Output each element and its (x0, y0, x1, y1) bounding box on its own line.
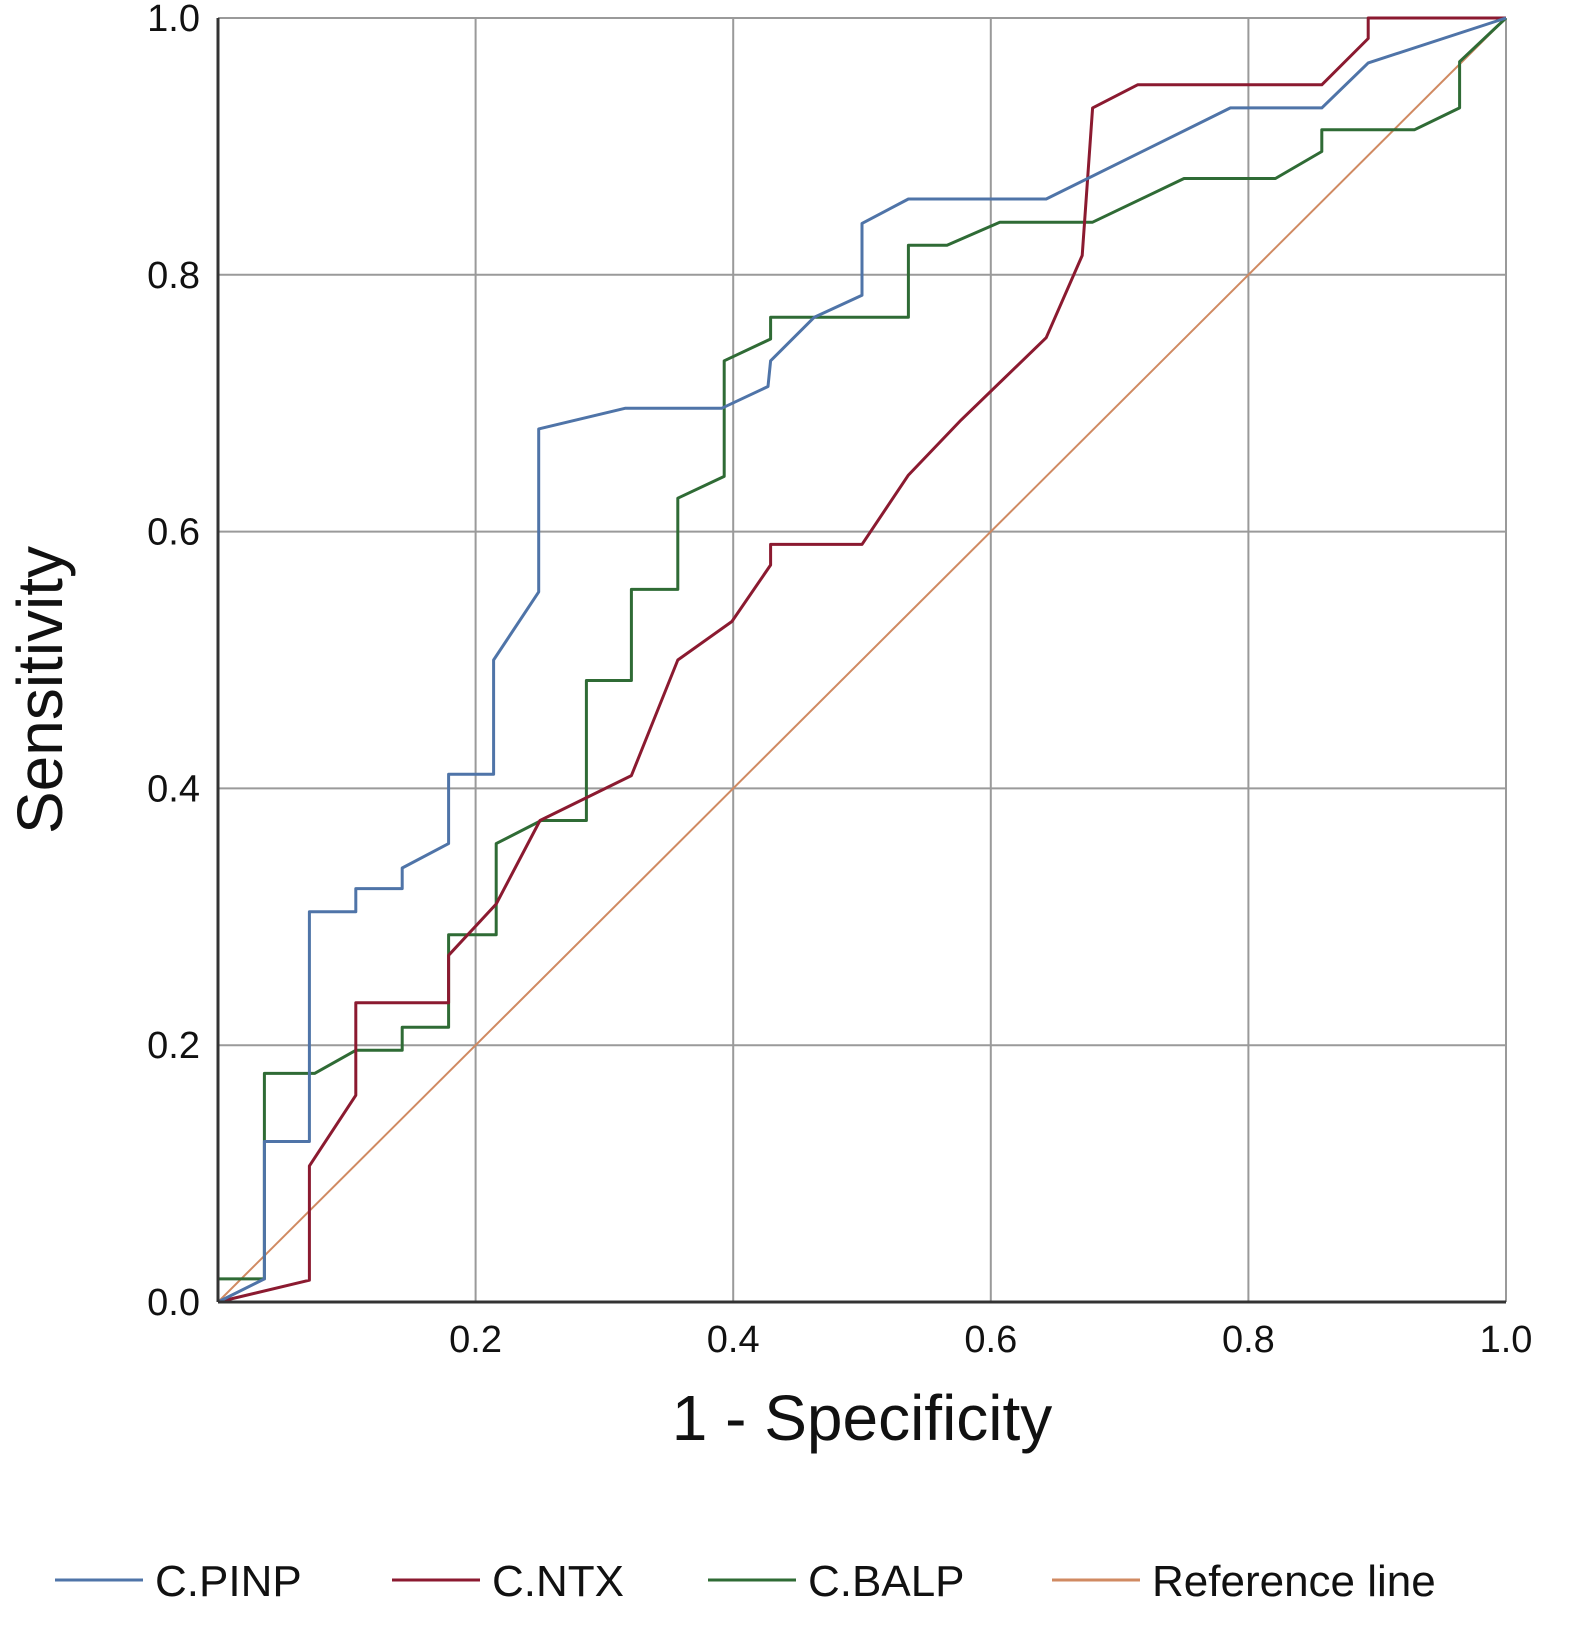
legend: C.PINP C.NTX C.BALP Reference line (55, 1557, 1436, 1606)
y-tick-label: 0.8 (147, 255, 200, 297)
y-tick-label: 0.4 (147, 768, 200, 810)
axes: 0.2 0.4 0.6 0.8 1.0 0.0 0.2 0.4 0.6 0.8 1.0 (147, 0, 1532, 1361)
series-line-c-pinp (217, 16, 1507, 1304)
x-axis-label: 1 - Specificity (672, 1382, 1053, 1454)
legend-item: C.PINP (55, 1557, 302, 1606)
legend-item: Reference line (1052, 1557, 1436, 1606)
y-axis-label: Sensitivity (4, 546, 76, 834)
legend-label: C.NTX (492, 1557, 624, 1606)
x-tick-label: 0.6 (964, 1319, 1017, 1361)
x-tick-label: 0.2 (449, 1319, 502, 1361)
series-line-c-ntx (217, 16, 1506, 1304)
legend-label: C.BALP (808, 1557, 965, 1606)
y-tick-label: 0.0 (147, 1282, 200, 1324)
y-tick-label: 0.6 (147, 512, 200, 554)
series-line-c-balp (218, 16, 1508, 1281)
x-tick-label: 0.8 (1222, 1319, 1275, 1361)
x-tick-label: 1.0 (1480, 1319, 1533, 1361)
y-tick-label: 0.2 (147, 1025, 200, 1067)
legend-label: Reference line (1152, 1557, 1436, 1606)
y-tick-label: 1.0 (147, 0, 200, 40)
legend-item: C.NTX (392, 1557, 624, 1606)
legend-label: C.PINP (155, 1557, 302, 1606)
series-line-reference-line (217, 17, 1507, 1303)
series-lines (217, 16, 1508, 1304)
legend-item: C.BALP (708, 1557, 965, 1606)
x-tick-label: 0.4 (707, 1319, 760, 1361)
